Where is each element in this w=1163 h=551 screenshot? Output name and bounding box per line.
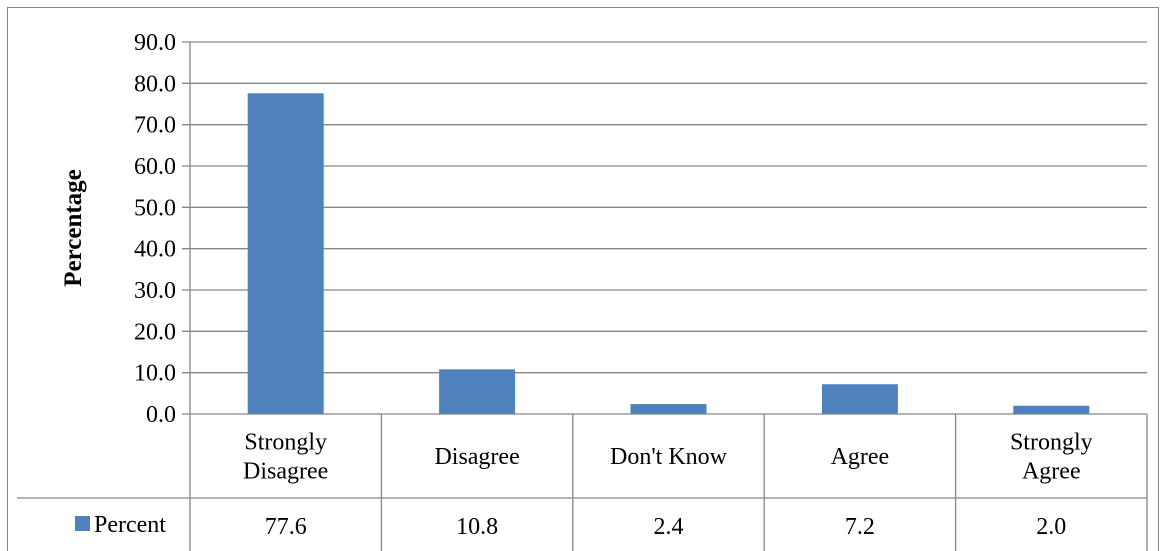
y-tick-label: 10.0: [134, 361, 176, 387]
y-tick-label: 30.0: [134, 278, 176, 304]
category-label: Disagree: [243, 459, 328, 485]
y-tick-label: 20.0: [134, 319, 176, 345]
legend-label: Percent: [94, 512, 166, 538]
category-label: Agree: [1022, 459, 1081, 485]
y-tick-label: 60.0: [134, 154, 176, 180]
y-axis-label: Percentage: [60, 169, 87, 287]
data-label: 2.4: [654, 514, 684, 540]
category-label: Agree: [831, 444, 890, 470]
data-table: Strongly Disagree Disagree Don't Know Agree S…: [17, 414, 1148, 551]
category-label: Don't Know: [610, 444, 728, 470]
data-label: 10.8: [456, 514, 498, 540]
category-label: Disagree: [434, 444, 519, 470]
y-tick-label: 0.0: [146, 402, 176, 428]
bar: [630, 404, 707, 414]
legend-swatch: [75, 516, 90, 531]
y-tick-label: 50.0: [134, 195, 176, 221]
category-label: Strongly: [244, 430, 327, 456]
data-label: 7.2: [845, 514, 875, 540]
y-tick-label: 40.0: [134, 237, 176, 263]
y-tick-label: 90.0: [134, 30, 176, 56]
bar: [439, 369, 516, 414]
category-label: Strongly: [1010, 430, 1093, 456]
bars: [247, 93, 1090, 415]
chart-frame: [7, 7, 1159, 551]
data-label: 77.6: [265, 514, 307, 540]
bar: [821, 384, 898, 414]
y-tick-label: 80.0: [134, 71, 176, 97]
bar: [1013, 405, 1090, 414]
bar: [247, 93, 324, 415]
gridlines: [182, 41, 1147, 415]
y-axis-ticks: 0.0 10.0 20.0 30.0 40.0 50.0 60.0 70.0 80.0 90.0: [134, 30, 176, 428]
y-tick-label: 70.0: [134, 113, 176, 139]
data-label: 2.0: [1036, 514, 1066, 540]
